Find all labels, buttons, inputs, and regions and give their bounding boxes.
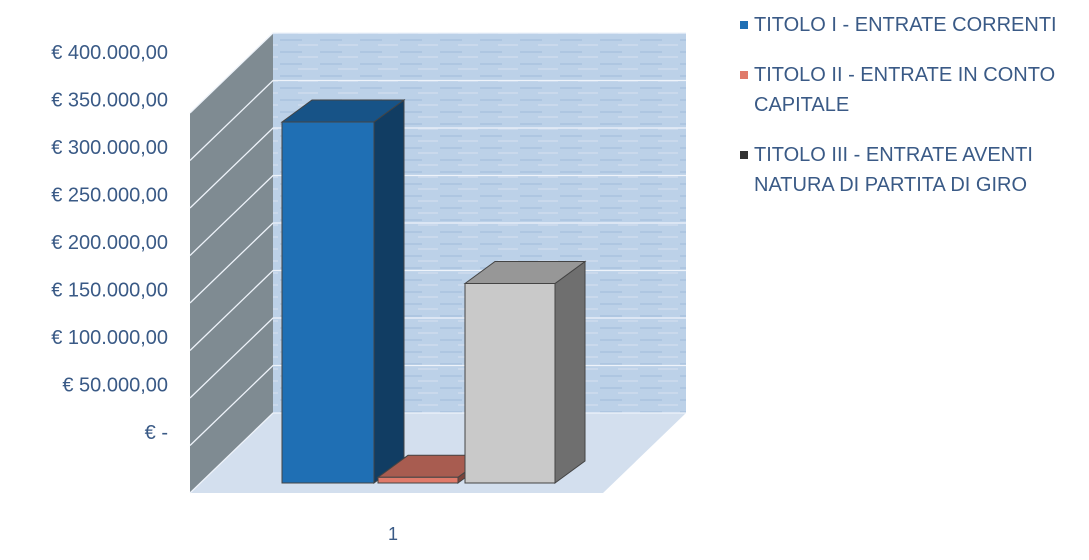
gridline: [189, 32, 686, 114]
legend-swatch-titolo-iii: [740, 151, 748, 159]
y-tick-label: € 150.000,00: [51, 280, 168, 302]
legend-label-titolo-ii: TITOLO II - ENTRATE IN CONTO CAPITALE: [754, 64, 1056, 116]
y-axis-ticks: € - € 50.000,00 € 100.000,00 € 150.000,00 € …: [51, 42, 168, 444]
legend-label-titolo-i: TITOLO I - ENTRATE CORRENTI: [754, 14, 1057, 36]
bars: [280, 99, 587, 484]
gridline: [189, 79, 686, 161]
legend-swatch-titolo-i: [740, 21, 748, 29]
legend: TITOLO I - ENTRATE CORRENTI TITOLO II - …: [740, 10, 1085, 220]
x-axis-ticks: 1: [388, 524, 398, 544]
y-tick-label: € 350.000,00: [51, 90, 168, 112]
y-tick-label: € 100.000,00: [51, 327, 168, 349]
y-tick-label: € 50.000,00: [62, 375, 168, 397]
y-tick-label: € -: [145, 422, 168, 444]
gridline: [189, 174, 686, 256]
gridline: [189, 222, 686, 304]
y-tick-label: € 400.000,00: [51, 42, 168, 64]
legend-item-titolo-ii: TITOLO II - ENTRATE IN CONTO CAPITALE: [740, 60, 1085, 120]
gridline: [189, 127, 686, 209]
legend-item-titolo-i: TITOLO I - ENTRATE CORRENTI: [740, 10, 1085, 40]
bar-1: [280, 99, 406, 484]
legend-item-titolo-iii: TITOLO III - ENTRATE AVENTI NATURA DI PA…: [740, 140, 1085, 200]
bar-3: [463, 260, 587, 484]
x-tick-label: 1: [388, 524, 398, 544]
y-tick-label: € 300.000,00: [51, 137, 168, 159]
chart-walls: [190, 33, 686, 493]
y-tick-label: € 200.000,00: [51, 232, 168, 254]
legend-label-titolo-iii: TITOLO III - ENTRATE AVENTI NATURA DI PA…: [754, 144, 1033, 196]
legend-swatch-titolo-ii: [740, 71, 748, 79]
y-tick-label: € 250.000,00: [51, 185, 168, 207]
